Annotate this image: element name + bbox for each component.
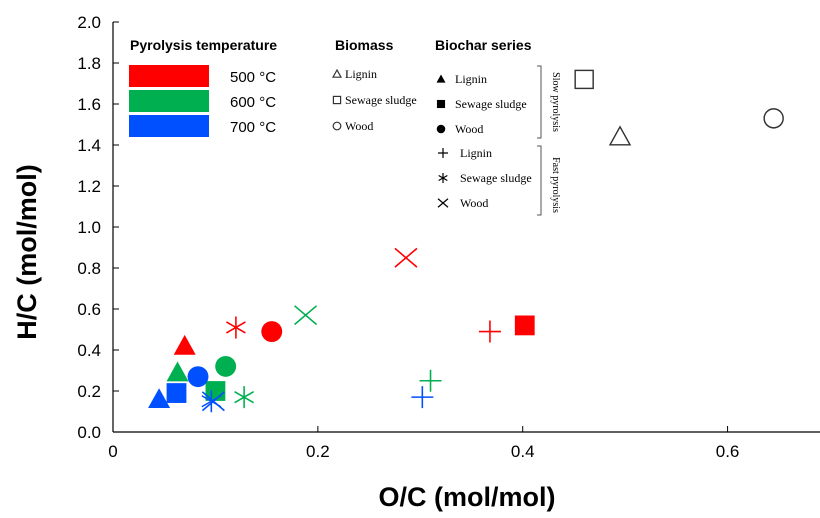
x-tick-label: 0.2 [306,442,330,461]
legend-biomass-label: Wood [345,119,373,133]
legend-fast-label: Sewage sludge [460,171,532,185]
data-markers [148,69,784,413]
y-tick-label: 1.0 [77,218,101,237]
legend-swatch [129,65,209,87]
legend-biomass-items: Lignin Sewage sludge Wood [331,67,417,133]
legend-biomass-title: Biomass [335,37,394,53]
legend-slow-label: Wood [455,122,483,136]
y-ticks: 0.0 0.2 0.4 0.6 0.8 1.0 1.2 1.4 1.6 1.8 2.0 [77,13,119,442]
y-tick-label: 0.8 [77,259,101,278]
x-tick-label: 0.4 [511,442,535,461]
y-tick-label: 1.6 [77,95,101,114]
y-axis-label: H/C (mol/mol) [12,164,42,340]
legend-temperature-label: 700 °C [230,119,276,136]
data-point-fast-wood [294,305,318,326]
legend-temperature-title: Pyrolysis temperature [130,37,277,53]
data-point-slow-lignin [148,388,171,408]
legend-fast-marker [438,173,448,183]
data-point-slow-lignin [166,361,189,382]
y-tick-label: 0.6 [77,300,101,319]
data-point-biomass-lignin [608,125,632,146]
slow-pyrolysis-bracket [537,65,542,139]
data-point-slow-wood [215,355,237,377]
y-tick-label: 0.4 [77,341,101,360]
legend-biochar-title: Biochar series [435,37,532,53]
slow-pyrolysis-label: Slow pyrolysis [550,72,561,132]
data-point-slow-sewage-sludge [514,315,535,336]
legend-biomass-marker [332,121,342,131]
data-point-fast-lignin [478,320,501,343]
data-point-fast-lignin [411,386,434,409]
legend-fast-items: Lignin Sewage sludge Wood [437,146,532,210]
x-tick-label: 0.6 [716,442,740,461]
legend-temperatures: 500 °C 600 °C 700 °C [129,65,276,137]
x-ticks: 0 0.2 0.4 0.6 [108,426,739,461]
x-tick-label: 0 [108,442,117,461]
fast-pyrolysis-bracket [537,145,542,216]
y-tick-label: 1.4 [77,136,101,155]
data-point-fast-lignin [419,369,442,392]
data-point-slow-wood [187,366,209,388]
legend-slow-label: Lignin [455,72,487,86]
data-point-fast-wood [394,247,418,268]
legend-swatch [129,115,209,137]
legend-biomass-marker [331,68,343,78]
y-tick-label: 1.2 [77,177,101,196]
legend-slow-marker [436,124,446,134]
fast-pyrolysis-label: Fast pyrolysis [550,157,561,213]
legend-fast-label: Lignin [460,146,492,160]
legend-biomass-label: Sewage sludge [345,93,417,107]
legend-fast-marker [438,148,448,158]
y-tick-label: 0.0 [77,423,101,442]
legend-biomass-label: Lignin [345,67,377,81]
legend-fast-label: Wood [460,196,488,210]
data-point-biomass-sewage-sludge [574,69,594,90]
data-point-slow-wood [261,321,283,342]
data-point-fast-sewage-sludge [234,386,255,409]
data-point-biomass-wood [763,108,784,129]
data-point-fast-sewage-sludge [225,316,246,339]
y-tick-label: 0.2 [77,382,101,401]
legend-slow-label: Sewage sludge [455,97,527,111]
x-axis-label: O/C (mol/mol) [379,482,556,512]
y-tick-label: 1.8 [77,54,101,73]
legend: Pyrolysis temperature 500 °C 600 °C 700 °C… [129,37,561,216]
y-tick-label: 2.0 [77,13,101,32]
legend-swatch [129,90,209,112]
data-point-slow-lignin [173,334,196,355]
legend-slow-items: Lignin Sewage sludge Wood [436,72,527,136]
data-point-slow-sewage-sludge [166,383,187,403]
legend-temperature-label: 500 °C [230,69,276,86]
data-point-fast-wood [201,391,225,412]
legend-biomass-marker [332,95,342,105]
legend-slow-marker [436,74,446,83]
legend-slow-marker [436,99,446,109]
legend-fast-marker [437,198,449,208]
legend-temperature-label: 600 °C [230,94,276,111]
